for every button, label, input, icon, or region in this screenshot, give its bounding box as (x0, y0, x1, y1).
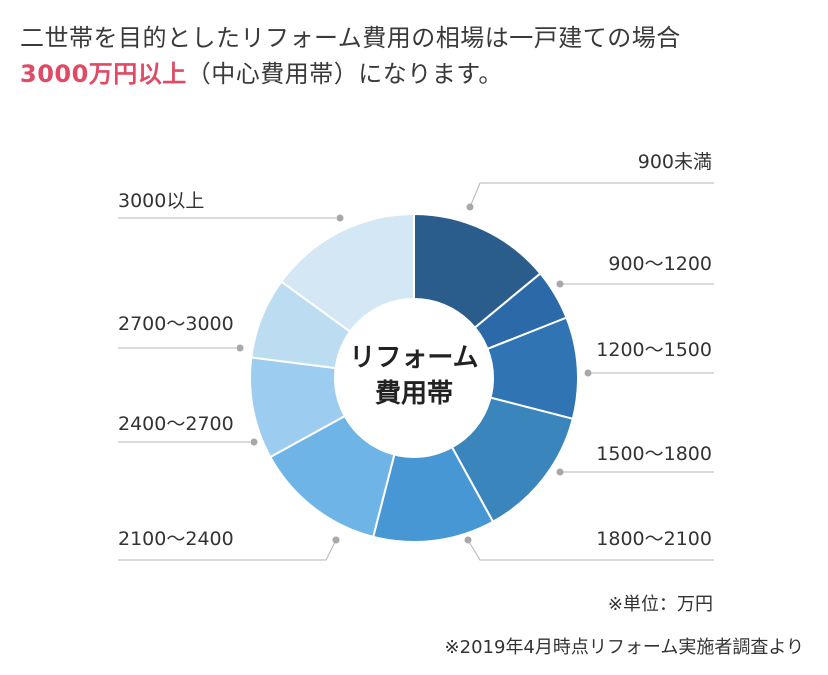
leader-dot-1 (556, 280, 564, 288)
center-label-line-1: リフォーム (349, 343, 478, 373)
slice-label-0: 900未満 (638, 151, 712, 173)
leader-dot-2 (584, 369, 592, 377)
source-note: ※2019年4月時点リフォーム実施者調査より (444, 637, 804, 658)
leader-dot-0 (466, 203, 474, 211)
leader-line-0 (469, 182, 714, 208)
center-label-line-2: 費用帯 (375, 379, 453, 409)
donut-slice-2 (410, 316, 580, 421)
headline: 二世帯を目的としたリフォーム費用の相場は一戸建ての場合 3000万円以上（中心費… (20, 20, 681, 92)
slice-label-5: 2100〜2400 (118, 528, 234, 550)
leader-dot-3 (556, 468, 564, 476)
headline-line-2-rest: （中心費用帯）になります。 (186, 60, 503, 88)
donut-slice-4 (371, 375, 495, 544)
slice-labels: 900未満 900〜1200 1200〜1500 1500〜1800 1800〜2100… (118, 151, 712, 550)
leader-dot-5 (332, 536, 340, 544)
slice-label-2: 1200〜1500 (596, 339, 712, 361)
headline-highlight: 3000万円以上 (20, 60, 187, 88)
leader-dot-4 (464, 536, 472, 544)
leader-dot-7 (236, 344, 244, 352)
slice-label-6: 2400〜2700 (118, 413, 234, 435)
slice-label-1: 900〜1200 (608, 253, 712, 275)
unit-note: ※単位：万円 (607, 594, 713, 615)
slice-label-8: 3000以上 (118, 190, 204, 212)
leader-dot-6 (250, 438, 258, 446)
slice-label-7: 2700〜3000 (118, 313, 234, 335)
leader-lines (118, 182, 714, 561)
headline-line-1: 二世帯を目的としたリフォーム費用の相場は一戸建ての場合 (20, 24, 681, 52)
donut-hole (334, 298, 494, 458)
slice-label-4: 1800〜2100 (596, 528, 712, 550)
headline-line-2: 3000万円以上（中心費用帯）になります。 (20, 56, 681, 92)
slice-label-3: 1500〜1800 (596, 443, 712, 465)
leader-dot-8 (336, 214, 344, 222)
leader-line-4 (467, 539, 714, 561)
leader-line-5 (118, 539, 337, 561)
